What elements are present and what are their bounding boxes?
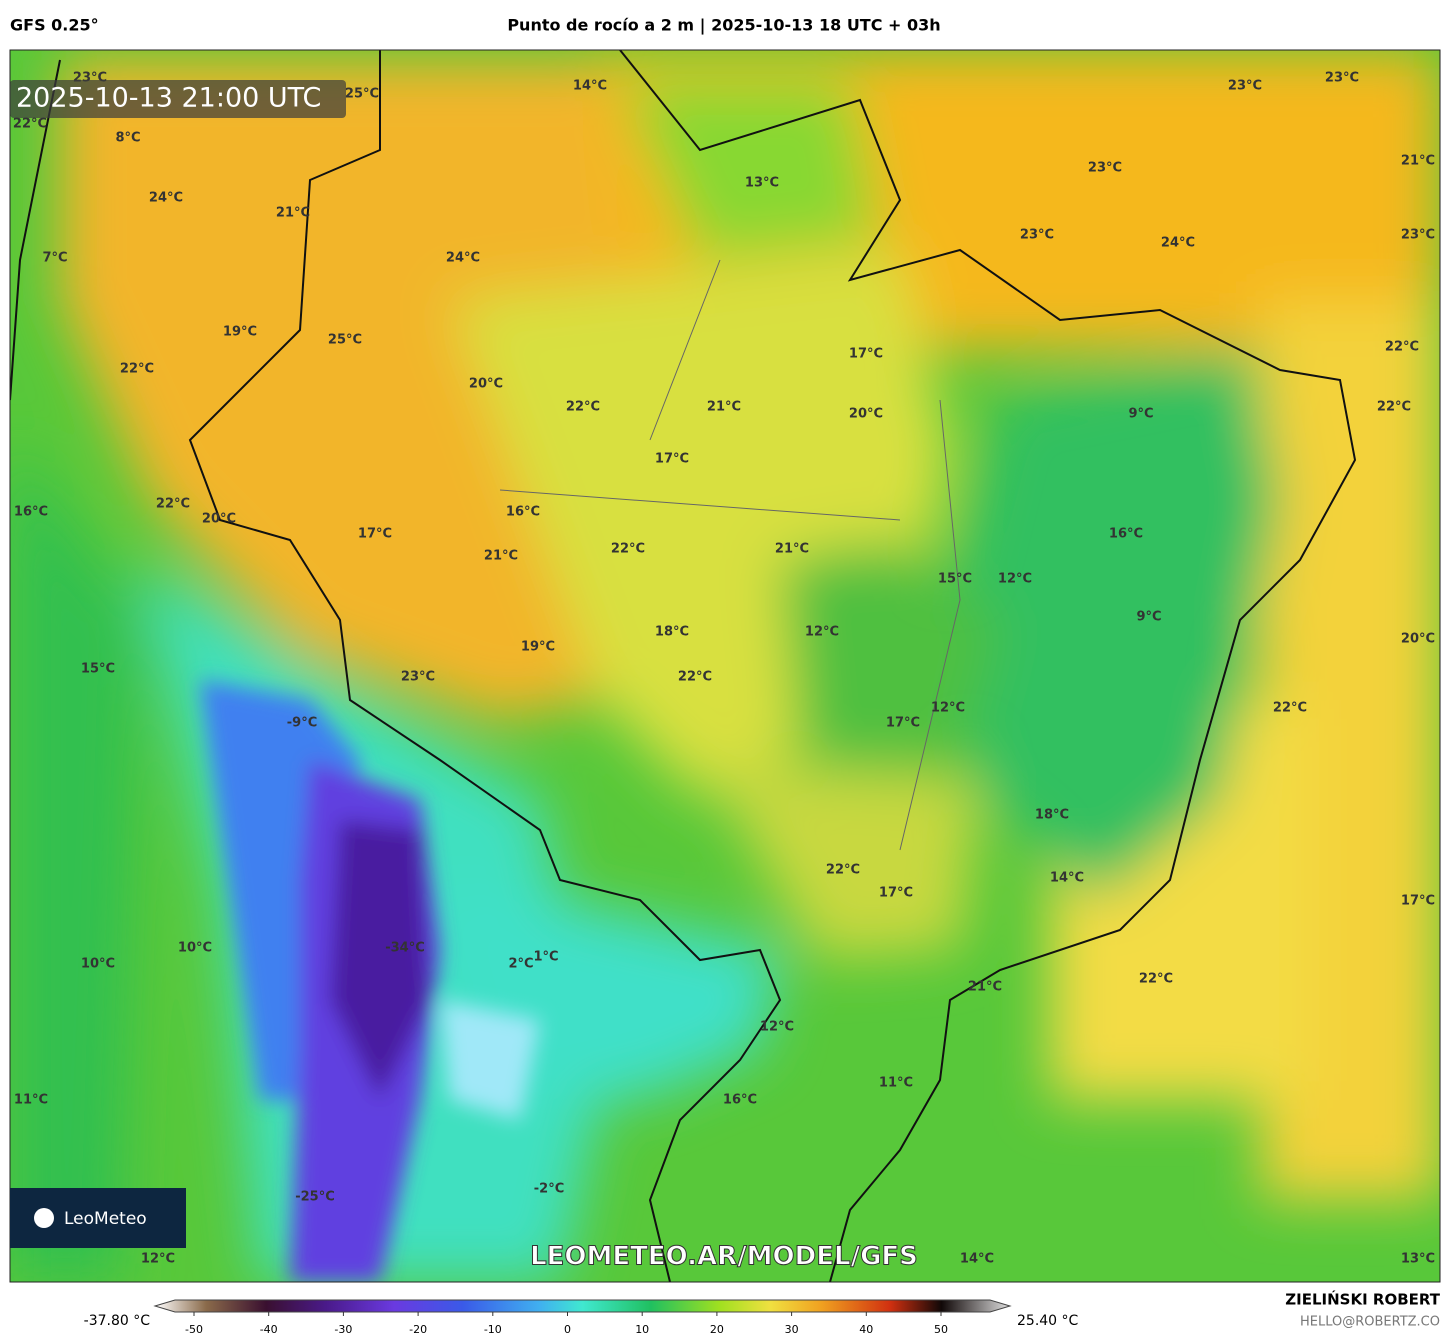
temperature-label: 15°C [938, 572, 972, 587]
temperature-label: 20°C [1401, 632, 1435, 647]
temperature-label: 17°C [655, 452, 689, 467]
temperature-label: 17°C [886, 716, 920, 731]
temperature-label: 12°C [805, 625, 839, 640]
temperature-label: 23°C [1228, 79, 1262, 94]
temperature-label: 9°C [1128, 407, 1153, 422]
map [10, 50, 1440, 1282]
temperature-label: 8°C [115, 131, 140, 146]
temperature-label: 16°C [14, 505, 48, 520]
temperature-label: 21°C [276, 206, 310, 221]
colorbar-tick-label: -40 [260, 1323, 278, 1336]
colorbar-min: -37.80 °C [84, 1313, 151, 1329]
temperature-label: -25°C [295, 1190, 335, 1205]
temperature-label: 22°C [611, 542, 645, 557]
temperature-label: 22°C [1377, 400, 1411, 415]
temperature-label: 18°C [1035, 808, 1069, 823]
colorbar-tick-label: -20 [409, 1323, 427, 1336]
colorbar-tick-label: -30 [334, 1323, 352, 1336]
temperature-label: 13°C [1401, 1252, 1435, 1267]
temperature-label: 12°C [931, 701, 965, 716]
colorbar-tick-label: 0 [564, 1323, 571, 1336]
temperature-label: 22°C [1139, 972, 1173, 987]
temperature-label: 21°C [775, 542, 809, 557]
temperature-label: 17°C [849, 347, 883, 362]
temperature-label: 21°C [707, 400, 741, 415]
temperature-label: -9°C [287, 716, 317, 731]
temperature-label: 10°C [178, 941, 212, 956]
temperature-label: 22°C [120, 362, 154, 377]
temperature-label: 20°C [849, 407, 883, 422]
colorbar-tick-label: 30 [785, 1323, 799, 1336]
colorbar-tick-label: 20 [710, 1323, 724, 1336]
temperature-label: 22°C [1273, 701, 1307, 716]
temperature-label: 25°C [328, 333, 362, 348]
logo: LeoMeteo [64, 1209, 147, 1229]
temperature-label: 17°C [1401, 894, 1435, 909]
timestamp: 2025-10-13 21:00 UTC [16, 83, 321, 114]
temperature-label: 22°C [678, 670, 712, 685]
temperature-label: 1°C [533, 950, 558, 965]
title: Punto de rocío a 2 m | 2025-10-13 18 UTC… [507, 16, 940, 36]
temperature-label: 14°C [960, 1252, 994, 1267]
temperature-label: 17°C [358, 527, 392, 542]
temperature-label: 24°C [446, 251, 480, 266]
temperature-label: 18°C [655, 625, 689, 640]
temperature-label: 11°C [879, 1076, 913, 1091]
temperature-label: 24°C [149, 191, 183, 206]
temperature-label: 23°C [1401, 228, 1435, 243]
email: HELLO@ROBERTZ.CO [1300, 1315, 1440, 1330]
colorbar-tick-label: -50 [185, 1323, 203, 1336]
temperature-label: 25°C [345, 87, 379, 102]
temperature-label: 20°C [469, 377, 503, 392]
temperature-label: 22°C [1385, 340, 1419, 355]
temperature-label: 23°C [1325, 71, 1359, 86]
temperature-label: 2°C [508, 957, 533, 972]
temperature-label: 22°C [156, 497, 190, 512]
temperature-label: 23°C [1088, 161, 1122, 176]
temperature-label: 14°C [573, 79, 607, 94]
colorbar-tick-label: 50 [934, 1323, 948, 1336]
temperature-label: 21°C [1401, 154, 1435, 169]
temperature-label: 24°C [1161, 236, 1195, 251]
temperature-label: 22°C [566, 400, 600, 415]
temperature-label: 15°C [81, 662, 115, 677]
temperature-label: 23°C [401, 670, 435, 685]
temperature-label: 12°C [141, 1252, 175, 1267]
temperature-label: 12°C [760, 1020, 794, 1035]
model: GFS 0.25° [10, 16, 99, 35]
colorbar-max: 25.40 °C [1017, 1313, 1079, 1329]
temperature-label: 19°C [521, 640, 555, 655]
temperature-label: 23°C [1020, 228, 1054, 243]
temperature-label: 17°C [879, 886, 913, 901]
temperature-label: 19°C [223, 325, 257, 340]
colorbar [153, 1299, 1012, 1313]
temperature-label: 16°C [506, 505, 540, 520]
temperature-label: 21°C [968, 980, 1002, 995]
temperature-label: 13°C [745, 176, 779, 191]
temperature-label: 9°C [1136, 610, 1161, 625]
temperature-label: 22°C [826, 863, 860, 878]
watermark: LEOMETEO.AR/MODEL/GFS [530, 1242, 918, 1272]
temperature-label: 21°C [484, 549, 518, 564]
map-labels: 23°C 22°C 25°C 8°C 14°C 23°C 23°C 24°C 21°C 24°C 1… [13, 71, 1435, 1267]
temperature-label: -34°C [385, 941, 425, 956]
temperature-label: -2°C [534, 1182, 564, 1197]
temperature-label: 12°C [998, 572, 1032, 587]
temperature-label: 10°C [81, 957, 115, 972]
colorbar-tick-label: -10 [484, 1323, 502, 1336]
colorbar-tick-label: 40 [859, 1323, 873, 1336]
temperature-label: 22°C [13, 117, 47, 132]
temperature-label: 16°C [1109, 527, 1143, 542]
temperature-label: 16°C [723, 1093, 757, 1108]
colorbar-ticks: -50 -40 -30 -20 -10 0 10 20 30 40 50 [185, 1312, 948, 1336]
temperature-label: 11°C [14, 1093, 48, 1108]
temperature-label: 20°C [202, 512, 236, 527]
author: ZIELIŃSKI ROBERT [1285, 1290, 1440, 1309]
temperature-label: 14°C [1050, 871, 1084, 886]
temperature-label: 7°C [42, 251, 67, 266]
colorbar-tick-label: 10 [635, 1323, 649, 1336]
